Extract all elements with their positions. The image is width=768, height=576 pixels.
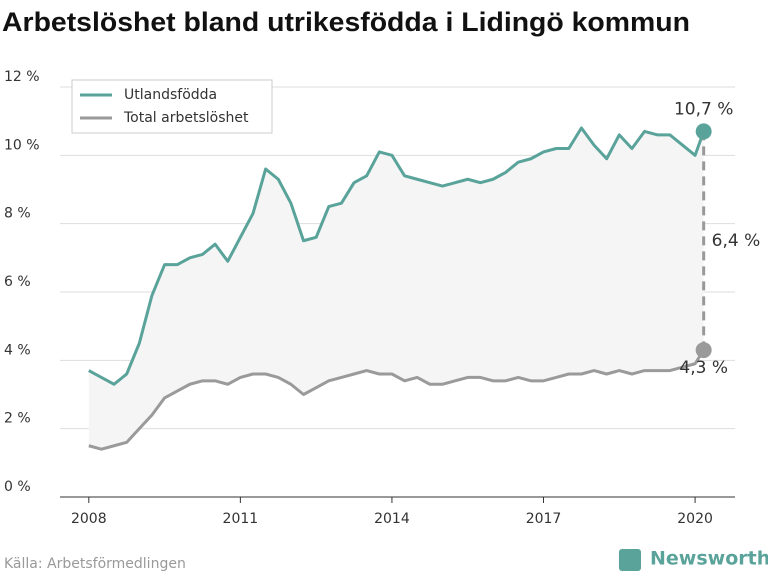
- end-label: 10,7 %: [674, 99, 733, 119]
- x-tick-label: 2017: [526, 511, 562, 527]
- brand: Newsworthy: [650, 548, 768, 570]
- end-label: 4,3 %: [679, 358, 728, 378]
- line-series: [88, 126, 706, 386]
- x-tick-label: 2020: [677, 511, 713, 527]
- line-series: [88, 349, 705, 451]
- legend-label: Utlandsfödda: [124, 87, 217, 103]
- y-tick-label: 6 %: [4, 274, 31, 290]
- x-tick-label: 2011: [223, 511, 259, 527]
- y-tick-label: 10 %: [4, 137, 40, 153]
- x-tick-label: 2008: [71, 511, 107, 527]
- y-tick-label: 2 %: [4, 411, 31, 427]
- legend-label: Total arbetslöshet: [123, 110, 249, 126]
- end-point: [695, 123, 712, 140]
- y-tick-label: 4 %: [4, 342, 31, 358]
- gap-area: [88, 128, 704, 450]
- y-tick-label: 0 %: [4, 479, 31, 495]
- legend-box: [71, 79, 273, 134]
- brand-logo: [619, 549, 641, 571]
- x-tick-label: 2014: [374, 511, 410, 527]
- y-tick-label: 8 %: [4, 206, 31, 222]
- chart-title: Arbetslöshet bland utrikesfödda i Liding…: [2, 7, 690, 37]
- difference-label: 6,4 %: [712, 231, 761, 251]
- source: Källa: Arbetsförmedlingen: [4, 556, 186, 572]
- y-tick-label: 12 %: [4, 69, 40, 85]
- end-point: [695, 342, 712, 359]
